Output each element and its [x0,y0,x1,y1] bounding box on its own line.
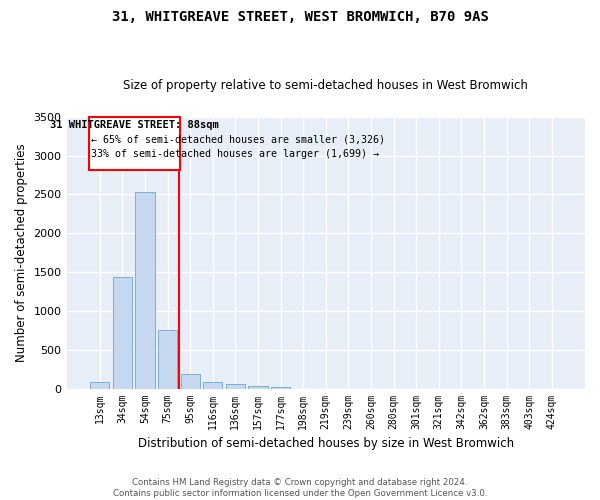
Text: 31, WHITGREAVE STREET, WEST BROMWICH, B70 9AS: 31, WHITGREAVE STREET, WEST BROMWICH, B7… [112,10,488,24]
Bar [136,192,155,388]
Bar [248,386,268,388]
FancyBboxPatch shape [89,117,180,170]
Text: ← 65% of semi-detached houses are smaller (3,326): ← 65% of semi-detached houses are smalle… [91,134,385,144]
Bar [113,276,132,388]
Bar [203,382,223,388]
Y-axis label: Number of semi-detached properties: Number of semi-detached properties [15,144,28,362]
Bar [226,384,245,388]
Bar [181,374,200,388]
Title: Size of property relative to semi-detached houses in West Bromwich: Size of property relative to semi-detach… [124,79,528,92]
Text: Contains HM Land Registry data © Crown copyright and database right 2024.
Contai: Contains HM Land Registry data © Crown c… [113,478,487,498]
X-axis label: Distribution of semi-detached houses by size in West Bromwich: Distribution of semi-detached houses by … [138,437,514,450]
Text: 33% of semi-detached houses are larger (1,699) →: 33% of semi-detached houses are larger (… [91,150,379,160]
Bar [90,382,109,388]
Text: 31 WHITGREAVE STREET: 88sqm: 31 WHITGREAVE STREET: 88sqm [50,120,219,130]
Bar [158,330,177,388]
Bar [271,387,290,388]
